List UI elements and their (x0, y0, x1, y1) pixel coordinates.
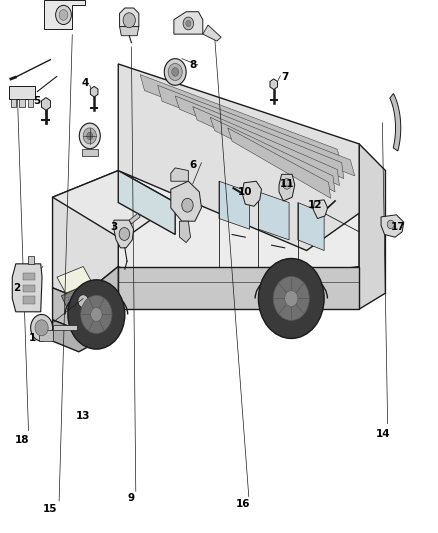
Polygon shape (118, 64, 359, 251)
Text: 14: 14 (376, 430, 391, 439)
Polygon shape (171, 181, 201, 221)
Polygon shape (270, 79, 278, 90)
Polygon shape (53, 325, 77, 330)
Bar (23, 285, 35, 292)
Circle shape (183, 17, 194, 30)
Circle shape (78, 295, 88, 308)
Polygon shape (120, 8, 139, 27)
Polygon shape (193, 107, 339, 185)
Polygon shape (210, 117, 335, 192)
Polygon shape (120, 27, 139, 36)
Circle shape (91, 308, 102, 321)
Bar (23, 273, 35, 280)
Polygon shape (140, 75, 342, 165)
Polygon shape (219, 181, 250, 229)
Text: 2: 2 (13, 283, 20, 293)
Circle shape (387, 220, 394, 229)
Polygon shape (118, 266, 359, 309)
Polygon shape (28, 256, 34, 264)
Polygon shape (53, 171, 118, 298)
Text: 7: 7 (281, 72, 288, 82)
Text: 4: 4 (82, 78, 89, 87)
Circle shape (182, 198, 193, 212)
Circle shape (172, 68, 179, 76)
Circle shape (79, 123, 100, 149)
Polygon shape (82, 149, 98, 156)
Polygon shape (9, 86, 35, 99)
Polygon shape (90, 86, 98, 97)
Circle shape (164, 59, 186, 85)
Text: 12: 12 (308, 200, 323, 210)
Text: 3: 3 (110, 222, 117, 231)
Polygon shape (279, 174, 295, 201)
Polygon shape (258, 192, 289, 240)
Bar (19, 99, 25, 107)
Polygon shape (203, 25, 221, 41)
Text: 16: 16 (236, 499, 251, 508)
Circle shape (119, 228, 130, 240)
Polygon shape (53, 266, 118, 330)
Circle shape (59, 10, 68, 20)
Circle shape (56, 5, 71, 25)
Text: 11: 11 (279, 179, 294, 189)
Circle shape (68, 280, 125, 349)
Circle shape (168, 63, 182, 80)
Circle shape (186, 20, 191, 27)
Circle shape (35, 320, 48, 336)
Circle shape (31, 314, 53, 341)
Polygon shape (175, 96, 344, 179)
Text: 10: 10 (238, 187, 253, 197)
Circle shape (258, 259, 324, 338)
Polygon shape (242, 181, 261, 206)
Bar (28, 99, 33, 107)
Polygon shape (39, 330, 53, 341)
Text: 5: 5 (34, 96, 41, 106)
Polygon shape (180, 221, 191, 243)
Text: 8: 8 (189, 60, 196, 70)
Text: 17: 17 (391, 222, 406, 231)
Polygon shape (381, 215, 404, 237)
Circle shape (123, 13, 135, 28)
Bar (11, 99, 16, 107)
Polygon shape (53, 309, 118, 352)
Polygon shape (118, 144, 359, 293)
Polygon shape (158, 85, 355, 176)
Polygon shape (129, 213, 140, 224)
Circle shape (83, 128, 96, 144)
Polygon shape (61, 280, 105, 314)
Polygon shape (313, 200, 328, 219)
Text: 18: 18 (14, 435, 29, 445)
Polygon shape (12, 264, 42, 312)
Polygon shape (359, 144, 385, 309)
Circle shape (87, 132, 93, 140)
Text: 13: 13 (76, 411, 91, 421)
Polygon shape (44, 0, 85, 29)
Bar (23, 296, 35, 304)
Circle shape (273, 277, 309, 320)
Polygon shape (228, 128, 331, 198)
Polygon shape (390, 93, 401, 151)
Polygon shape (53, 171, 175, 240)
Polygon shape (42, 98, 50, 110)
Text: 9: 9 (128, 494, 135, 503)
Circle shape (81, 295, 112, 334)
Polygon shape (57, 266, 92, 293)
Polygon shape (174, 12, 203, 34)
Polygon shape (114, 220, 134, 248)
Polygon shape (118, 171, 175, 235)
Polygon shape (298, 203, 324, 251)
Text: 6: 6 (189, 160, 196, 170)
Circle shape (285, 290, 298, 306)
Text: 1: 1 (29, 334, 36, 343)
Polygon shape (171, 168, 188, 181)
Text: 15: 15 (43, 504, 58, 514)
Circle shape (283, 179, 291, 189)
